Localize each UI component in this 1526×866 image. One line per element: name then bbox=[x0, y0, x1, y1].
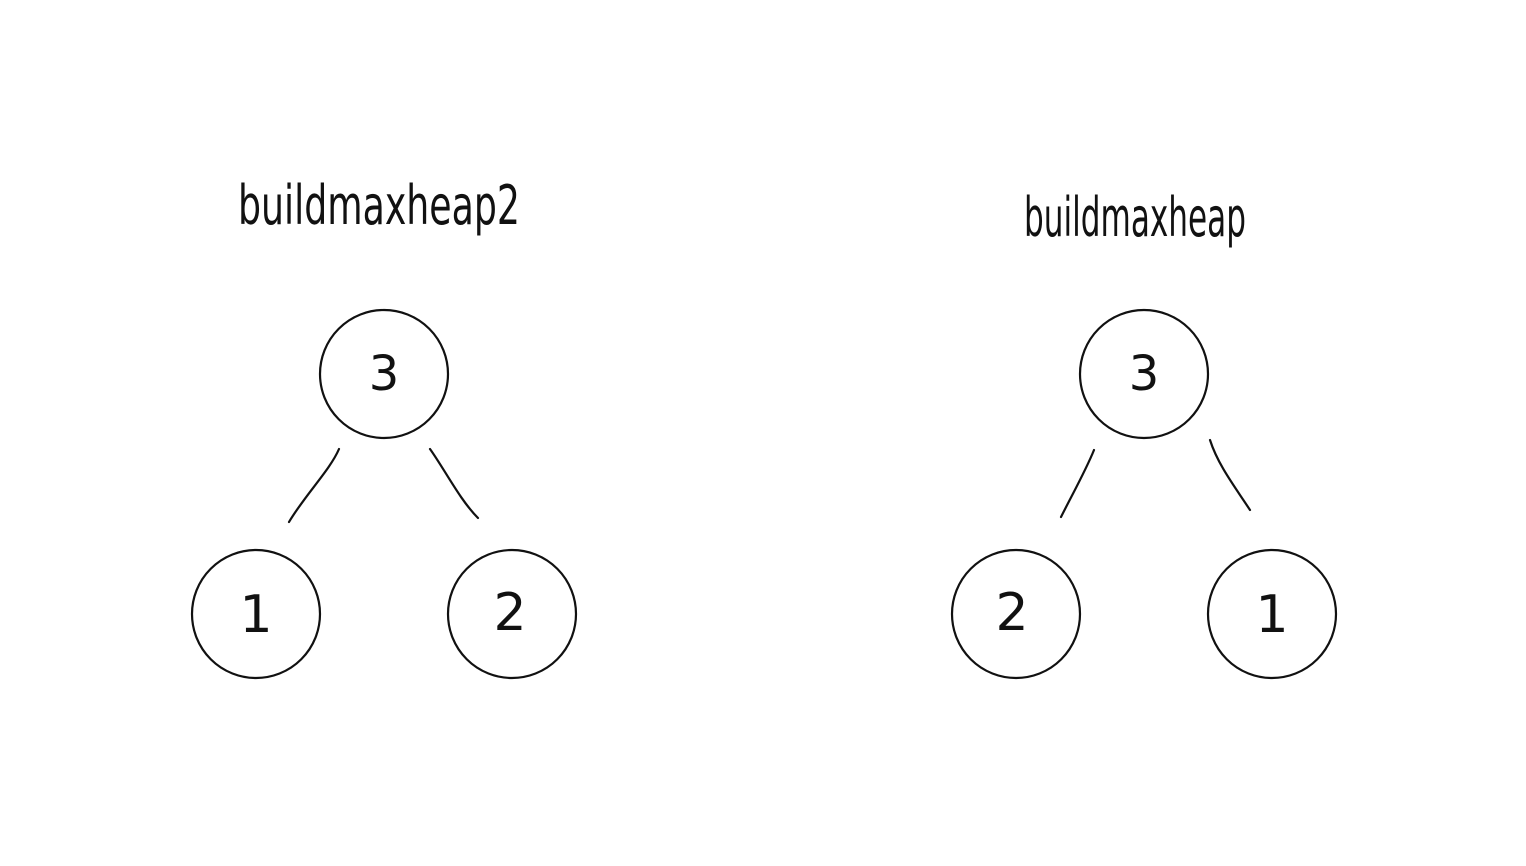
diagram-title: buildmaxheap bbox=[1024, 186, 1246, 249]
node-circle bbox=[190, 548, 322, 680]
tree-node-left-child: 2 bbox=[950, 548, 1082, 680]
edge-root-to-right bbox=[1208, 438, 1252, 512]
tree-node-left-child: 1 bbox=[190, 548, 322, 680]
node-label: 2 bbox=[995, 583, 1028, 643]
tree-node-root: 3 bbox=[318, 308, 450, 440]
node-circle bbox=[318, 308, 450, 440]
heap-diagram-buildmaxheap2: buildmaxheap2 3 1 2 bbox=[190, 174, 578, 680]
edge-root-to-left bbox=[1059, 448, 1096, 519]
node-circle bbox=[950, 548, 1082, 680]
node-circle bbox=[1206, 548, 1338, 680]
tree-node-right-child: 2 bbox=[446, 548, 578, 680]
node-circle bbox=[446, 548, 578, 680]
heap-diagram-buildmaxheap: buildmaxheap 3 2 1 bbox=[950, 186, 1338, 680]
node-label: 2 bbox=[493, 583, 526, 643]
edge-root-to-left bbox=[287, 447, 341, 524]
node-label: 1 bbox=[1255, 585, 1288, 645]
tree-node-root: 3 bbox=[1078, 308, 1210, 440]
edge-root-to-right bbox=[428, 447, 480, 520]
node-label: 1 bbox=[239, 585, 272, 645]
node-label: 3 bbox=[1129, 346, 1160, 402]
node-circle bbox=[1078, 308, 1210, 440]
diagram-title: buildmaxheap2 bbox=[238, 174, 520, 237]
node-label: 3 bbox=[369, 346, 400, 402]
tree-node-right-child: 1 bbox=[1206, 548, 1338, 680]
